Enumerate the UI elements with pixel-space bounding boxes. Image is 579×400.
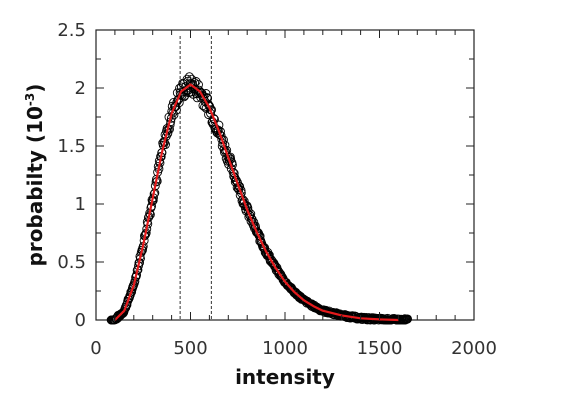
x-tick-label: 2000 — [451, 338, 497, 359]
y-axis: 0 0.5 1 1.5 2 2.5 — [57, 20, 474, 331]
y-tick-label: 1.5 — [57, 136, 86, 157]
x-axis-title: intensity — [235, 365, 335, 389]
data-point-181 — [209, 113, 219, 123]
data-point-290 — [270, 261, 280, 271]
y-axis-title: probabilty (10-3) — [23, 84, 47, 267]
x-tick-label: 500 — [173, 338, 207, 359]
y-axis-title-close: ) — [23, 84, 47, 93]
data-point-138 — [184, 72, 194, 82]
x-axis: 0 500 1000 1500 2000 — [90, 30, 497, 359]
y-tick-label: 0.5 — [57, 252, 86, 273]
y-tick-label: 2.5 — [57, 20, 86, 41]
x-tick-label: 0 — [90, 338, 101, 359]
data-point-150 — [191, 77, 201, 86]
data-point-523 — [403, 314, 413, 324]
y-tick-label: 1 — [75, 194, 86, 215]
y-tick-label: 2 — [75, 78, 86, 99]
y-axis-title-superscript: -3 — [23, 93, 37, 106]
data-point-189 — [213, 125, 223, 135]
fit-curve-group — [114, 83, 399, 322]
y-tick-label: 0 — [75, 310, 86, 331]
y-axis-title-main: probabilty (10 — [23, 106, 47, 266]
x-tick-label: 1000 — [262, 338, 308, 359]
fit-line — [114, 83, 399, 322]
x-tick-label: 1500 — [357, 338, 403, 359]
